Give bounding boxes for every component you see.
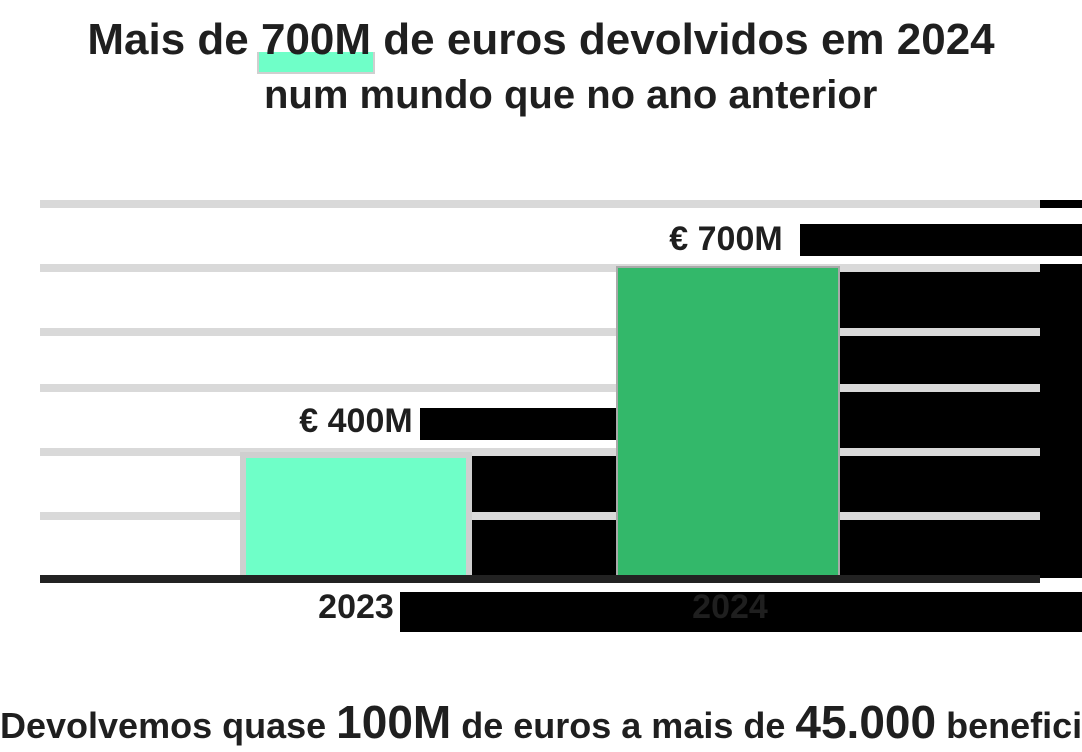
- artifact-band: [800, 224, 1082, 256]
- caption-amount: 100M: [336, 696, 452, 748]
- caption-suffix: beneficiários: [946, 705, 1082, 746]
- gridline: [40, 512, 1040, 520]
- bar-2024: [616, 266, 840, 576]
- chart-title-line-1: Mais de 700M de euros devolvidos em 2024: [0, 14, 1082, 74]
- caption-count: 45.000: [795, 696, 937, 748]
- artifact-band: [420, 408, 616, 440]
- bar-value-label-2023: € 400M: [299, 402, 413, 440]
- bar-value-label-2024: € 700M: [669, 220, 783, 258]
- title-highlight: 700M: [256, 15, 376, 74]
- artifact-band: [400, 592, 1082, 632]
- title-prefix: Mais de: [87, 15, 261, 64]
- x-axis-label-2024: 2024: [692, 588, 768, 626]
- chart-caption: Devolvemos quase 100M de euros a mais de…: [0, 699, 1082, 748]
- artifact-band: [840, 264, 1082, 578]
- artifact-band: [1040, 200, 1082, 208]
- x-axis-baseline: [40, 575, 1040, 583]
- caption-prefix: Devolvemos quase: [0, 705, 337, 746]
- gridline: [40, 448, 1040, 456]
- gridline: [40, 384, 1040, 392]
- chart-title-line-2: num mundo que no ano anterior: [264, 73, 878, 117]
- gridline: [40, 328, 1040, 336]
- gridline: [40, 264, 1040, 272]
- gridline: [40, 200, 1040, 208]
- caption-middle: de euros a mais de: [451, 705, 796, 746]
- title-suffix: de euros devolvidos em 2024: [371, 15, 995, 64]
- bar-2023: [240, 452, 472, 576]
- x-axis-label-2023: 2023: [318, 588, 394, 626]
